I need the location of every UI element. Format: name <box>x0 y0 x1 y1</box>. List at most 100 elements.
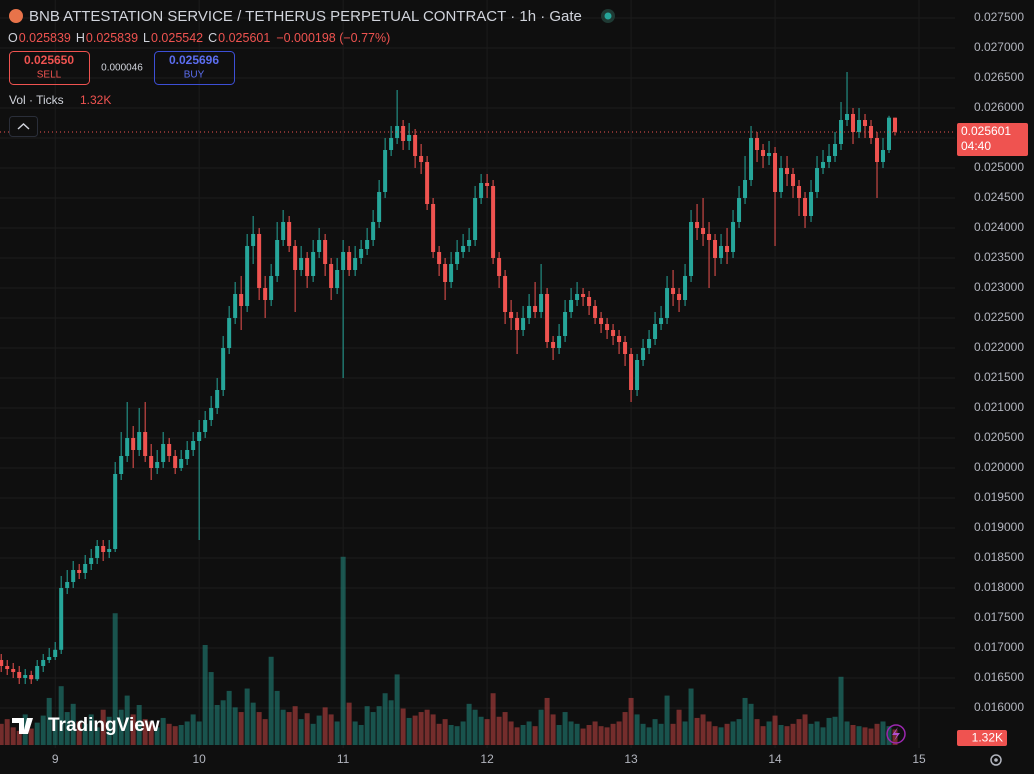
volume-bar <box>580 728 586 745</box>
candle-body <box>617 336 622 342</box>
volume-bar <box>172 726 178 745</box>
candle-body <box>41 660 46 666</box>
candle-body <box>779 168 784 192</box>
candle-body <box>467 240 472 246</box>
sell-button[interactable] <box>9 51 90 85</box>
volume-bar <box>106 716 112 745</box>
volume-bar <box>64 712 70 745</box>
candle-body <box>425 162 430 204</box>
candle-body <box>329 264 334 288</box>
volume-bar <box>82 723 88 745</box>
candle-body <box>725 246 730 252</box>
volume-bar <box>478 716 484 745</box>
volume-bar <box>622 712 628 745</box>
volume-bar <box>592 721 598 745</box>
volume-bar <box>568 721 574 745</box>
collapse-button[interactable] <box>9 116 38 137</box>
candle-body <box>287 222 292 246</box>
volume-bar <box>778 725 784 745</box>
volume-bar <box>286 712 292 745</box>
volume-bar <box>418 712 424 745</box>
volume-bar <box>154 727 160 745</box>
coin-icon <box>9 9 23 23</box>
volume-bar <box>826 717 832 745</box>
volume-bar <box>670 723 676 745</box>
y-tick-label: 0.020000 <box>974 460 1024 474</box>
candle-body <box>623 342 628 354</box>
candle-body <box>113 474 118 549</box>
volume-bar <box>208 672 214 745</box>
candle-body <box>737 198 742 222</box>
lightning-button[interactable] <box>886 724 906 744</box>
candle-body <box>743 180 748 198</box>
candle-body <box>119 456 124 474</box>
candle-body <box>197 432 202 441</box>
candle-body <box>785 168 790 174</box>
volume-bar <box>532 726 538 745</box>
volume-bar <box>100 709 106 745</box>
volume-bar <box>370 712 376 745</box>
candle-body <box>35 666 40 680</box>
volume-bar <box>586 725 592 745</box>
candle-body <box>299 258 304 270</box>
volume-bar <box>202 645 208 745</box>
candle-body <box>149 456 154 468</box>
volume-bar <box>136 705 142 745</box>
volume-badge-label: 1.32K <box>972 731 1003 745</box>
y-tick-label: 0.017500 <box>974 610 1024 624</box>
volume-bar <box>76 721 82 745</box>
candle-body <box>821 162 826 168</box>
candle-body <box>395 126 400 138</box>
volume-bar <box>394 674 400 745</box>
candle-body <box>413 135 418 156</box>
status-dot <box>604 12 612 20</box>
volume-bar <box>46 697 52 745</box>
volume-bar <box>52 719 58 745</box>
volume-bar <box>448 725 454 745</box>
volume-bar <box>556 725 562 745</box>
volume-bar <box>676 709 682 745</box>
volume-bar <box>250 702 256 745</box>
candle-body <box>473 198 478 240</box>
volume-bar <box>802 714 808 745</box>
volume-bar <box>178 725 184 745</box>
volume-value: 1.32K <box>80 93 111 107</box>
candle-body <box>587 297 592 306</box>
candle-body <box>773 153 778 192</box>
volume-bar <box>310 723 316 745</box>
candle-body <box>815 168 820 192</box>
candle-body <box>683 276 688 300</box>
candle-body <box>269 276 274 300</box>
candle-body <box>551 342 556 348</box>
candle-body <box>689 222 694 276</box>
volume-bar <box>340 556 346 745</box>
candle-body <box>671 288 676 294</box>
y-tick-label: 0.022500 <box>974 310 1024 324</box>
ohlc-value: 0.025542 <box>151 31 203 45</box>
candle-body <box>263 288 268 300</box>
y-tick-label: 0.018000 <box>974 580 1024 594</box>
volume-bar <box>70 703 76 745</box>
volume-bar <box>664 695 670 745</box>
lightning-icon <box>892 727 900 741</box>
candle-body <box>239 294 244 306</box>
volume-bar <box>184 721 190 745</box>
volume-bar <box>682 721 688 745</box>
brand: TradingView <box>12 715 160 736</box>
volume-bar <box>520 725 526 745</box>
settings-button[interactable] <box>990 754 1002 766</box>
buy-price: 0.025696 <box>169 53 219 67</box>
grid <box>0 0 955 748</box>
candle-body <box>47 657 52 660</box>
candle-body <box>275 240 280 276</box>
candle-body <box>791 174 796 186</box>
candle-body <box>59 588 64 650</box>
volume-bar <box>358 725 364 745</box>
buy-button[interactable] <box>154 51 235 85</box>
volume-bar <box>538 709 544 745</box>
last-price-label: 0.025601 <box>961 124 1011 138</box>
y-tick-label: 0.016000 <box>974 700 1024 714</box>
candle-body <box>641 348 646 360</box>
candle-body <box>305 258 310 276</box>
candle-body <box>731 222 736 252</box>
